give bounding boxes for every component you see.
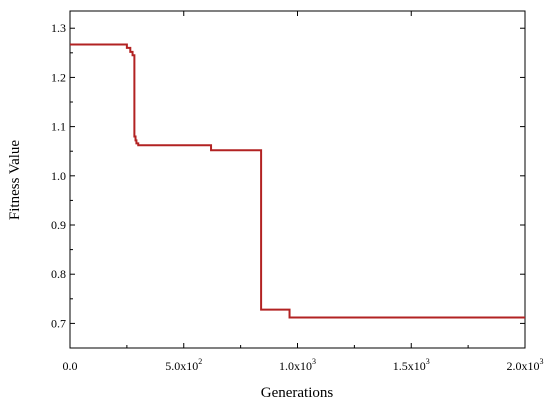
x-tick-label: 5.0x102 bbox=[165, 357, 202, 373]
y-axis-ticks: 0.7 0.8 0.9 1.0 1.1 1.2 1.3 bbox=[51, 21, 525, 330]
x-tick-label-base: 1.5x10 bbox=[393, 359, 426, 373]
x-tick-label-exponent: 3 bbox=[312, 357, 316, 366]
series-layer bbox=[70, 43, 525, 319]
y-tick-label: 0.7 bbox=[51, 316, 66, 330]
x-tick-label-base: 2.0x10 bbox=[507, 359, 540, 373]
y-tick-label: 1.3 bbox=[51, 21, 66, 35]
x-tick-label: 1.0x103 bbox=[279, 357, 316, 373]
y-tick-label: 1.0 bbox=[51, 169, 66, 183]
x-tick-label-exponent: 3 bbox=[540, 357, 544, 366]
plot-frame bbox=[69, 10, 526, 349]
fitness-series-line bbox=[70, 43, 525, 319]
y-tick-label: 1.2 bbox=[51, 70, 66, 84]
x-axis-title: Generations bbox=[261, 385, 334, 401]
y-tick-label: 1.1 bbox=[51, 120, 66, 134]
x-tick-label: 0.0 bbox=[63, 359, 78, 373]
y-axis-title: Fitness Value bbox=[7, 140, 23, 220]
y-tick-label: 0.8 bbox=[51, 267, 66, 281]
x-tick-label-exponent: 2 bbox=[198, 357, 202, 366]
x-tick-label-base: 0.0 bbox=[63, 359, 78, 373]
x-axis-ticks: 0.0 5.0x102 1.0x103 1.5x103 2.0x103 bbox=[63, 11, 544, 373]
x-tick-label-base: 5.0x10 bbox=[165, 359, 198, 373]
x-tick-label-exponent: 3 bbox=[426, 357, 430, 366]
x-tick-label-base: 1.0x10 bbox=[279, 359, 312, 373]
y-tick-label: 0.9 bbox=[51, 218, 66, 232]
x-tick-label: 1.5x103 bbox=[393, 357, 430, 373]
x-tick-label: 2.0x103 bbox=[507, 357, 544, 373]
